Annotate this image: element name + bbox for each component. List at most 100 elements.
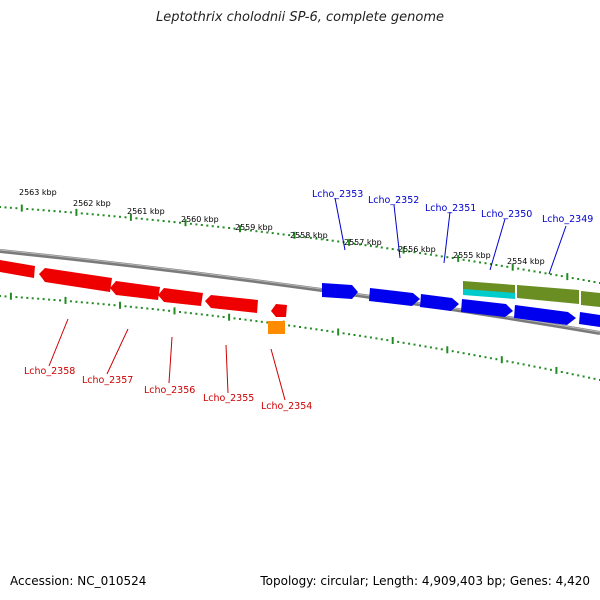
minor-tick [506, 265, 509, 268]
minor-tick [353, 334, 356, 336]
minor-tick [419, 252, 421, 255]
gene-arrow-lcho-2355[interactable] [205, 295, 258, 313]
gene-label[interactable]: Lcho_2351 [425, 203, 476, 214]
minor-tick [42, 209, 45, 212]
gene-arrow-lcho-2349[interactable] [514, 305, 576, 325]
bottom-leader-lines [48, 318, 286, 401]
gene-label[interactable]: Lcho_2357 [82, 375, 133, 386]
minor-tick [582, 375, 585, 378]
minor-tick [440, 348, 443, 351]
minor-tick [129, 305, 132, 308]
minor-tick [124, 216, 127, 219]
minor-tick [266, 321, 269, 324]
minor-tick [560, 371, 563, 373]
gene-label[interactable]: Lcho_2349 [542, 214, 593, 225]
minor-tick [151, 308, 154, 310]
gene-arrow-lcho-2358-a[interactable] [0, 260, 35, 278]
gene-arrow-next[interactable] [579, 312, 600, 327]
minor-tick [15, 296, 18, 299]
minor-tick [249, 229, 252, 232]
gene-label[interactable]: Lcho_2354 [261, 401, 312, 412]
gene-label[interactable]: Lcho_2358 [24, 366, 75, 377]
minor-tick [326, 239, 329, 241]
minor-tick [353, 242, 356, 245]
minor-tick [69, 211, 72, 214]
minor-tick [288, 324, 291, 327]
minor-tick [108, 303, 111, 306]
major-tick [64, 296, 67, 304]
major-tick [446, 346, 449, 354]
minor-tick [80, 301, 83, 304]
kbp-label: 2558 kbp [290, 231, 328, 240]
gene-arrow-lcho-2352[interactable] [369, 288, 420, 306]
olive-feature-c[interactable] [581, 291, 600, 307]
minor-tick [309, 327, 312, 330]
minor-tick [135, 306, 138, 309]
minor-tick [517, 362, 520, 365]
map-title: Leptothrix cholodnii SP-6, complete geno… [156, 10, 444, 25]
major-tick [9, 292, 12, 300]
gene-arrow-lcho-2357[interactable] [110, 281, 160, 300]
minor-tick [397, 248, 400, 251]
major-tick [566, 273, 569, 281]
minor-tick [506, 360, 509, 363]
gene-arrow-lcho-2350[interactable] [461, 299, 513, 317]
minor-tick [473, 260, 476, 263]
minor-tick [200, 313, 203, 316]
cyan-feature[interactable] [463, 289, 515, 299]
minor-tick [462, 352, 465, 355]
minor-tick [511, 361, 514, 364]
minor-tick [102, 303, 105, 306]
minor-tick [184, 311, 187, 314]
gene-arrow-lcho-2353[interactable] [322, 283, 358, 299]
minor-tick [408, 342, 411, 345]
minor-tick [451, 257, 454, 259]
gene-arrow-lcho-2356[interactable] [158, 288, 203, 306]
minor-tick [173, 221, 176, 224]
minor-tick [222, 316, 225, 318]
gene-arrow-lcho-2358[interactable] [39, 268, 112, 292]
kbp-label: 2559 kbp [235, 223, 273, 232]
minor-tick [375, 245, 378, 248]
minor-tick [457, 351, 460, 354]
kbp-label: 2562 kbp [73, 199, 111, 208]
minor-tick [15, 207, 18, 210]
minor-tick [179, 311, 181, 313]
minor-tick [53, 299, 56, 301]
orange-feature[interactable] [268, 321, 285, 334]
major-tick [293, 231, 296, 239]
minor-tick [260, 320, 263, 323]
minor-tick [157, 219, 160, 222]
olive-feature-b[interactable] [517, 285, 579, 304]
gene-label[interactable]: Lcho_2352 [368, 195, 419, 206]
minor-tick [577, 278, 580, 280]
gene-arrow-lcho-2354[interactable] [271, 304, 287, 317]
gene-label[interactable]: Lcho_2356 [144, 385, 195, 396]
minor-tick [320, 329, 323, 332]
minor-tick [413, 251, 416, 254]
minor-tick [4, 206, 7, 209]
minor-tick [69, 300, 72, 303]
gene-label[interactable]: Lcho_2353 [312, 189, 363, 200]
minor-tick [495, 264, 498, 266]
minor-tick [380, 338, 383, 341]
minor-tick [108, 214, 111, 217]
minor-tick [391, 248, 394, 251]
gene-label[interactable]: Lcho_2350 [481, 209, 532, 220]
minor-tick [484, 262, 487, 265]
top-leader-lines [334, 197, 567, 275]
minor-tick [37, 208, 40, 211]
minor-tick [320, 238, 323, 241]
gene-label[interactable]: Lcho_2355 [203, 393, 254, 404]
minor-tick [119, 215, 121, 218]
minor-tick [189, 312, 192, 315]
minor-tick [59, 299, 61, 302]
minor-tick [64, 211, 67, 213]
major-tick [555, 366, 558, 374]
minor-tick [413, 343, 416, 346]
minor-tick [528, 269, 531, 272]
gene-arrow-lcho-2351[interactable] [420, 294, 459, 311]
accession-text: Accession: NC_010524 [10, 574, 147, 588]
minor-tick [446, 256, 449, 259]
minor-tick [571, 277, 574, 280]
